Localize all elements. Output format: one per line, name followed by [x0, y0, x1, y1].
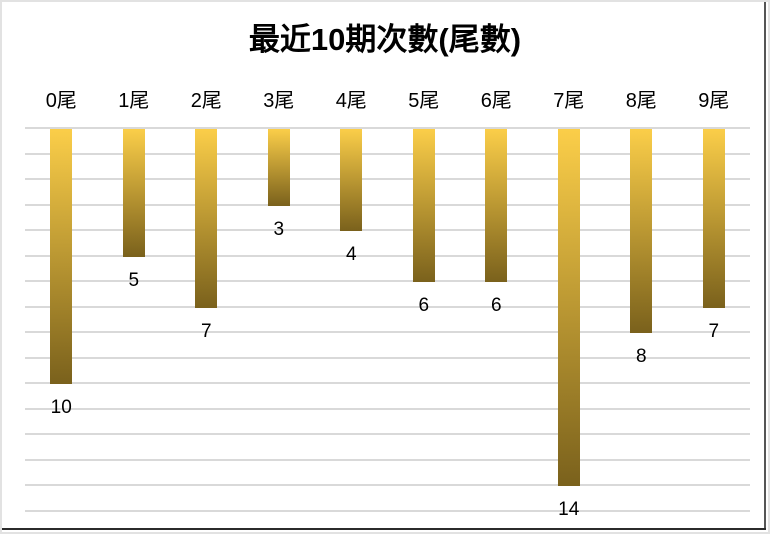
value-label: 7 — [200, 320, 212, 342]
gridline — [25, 484, 750, 486]
bar — [412, 129, 435, 282]
value-label: 6 — [490, 295, 502, 316]
category-label: 0尾 — [45, 90, 77, 112]
bar — [122, 129, 145, 257]
gridline — [25, 280, 750, 282]
bar — [630, 129, 653, 333]
chart-title: 最近10期次數(尾數) — [248, 22, 522, 57]
value-label: 7 — [708, 320, 720, 342]
category-label: 9尾 — [698, 90, 730, 112]
value-label: 10 — [50, 397, 72, 418]
bar — [267, 129, 290, 206]
gridline — [25, 203, 750, 206]
category-label: 8尾 — [625, 90, 657, 112]
value-label: 6 — [418, 295, 430, 316]
gridline — [25, 433, 750, 435]
gridline — [25, 152, 750, 155]
chart-border-bottom — [2, 528, 766, 530]
gridline — [25, 178, 750, 180]
value-label: 3 — [273, 218, 285, 240]
value-label: 4 — [345, 244, 357, 265]
gridline — [25, 254, 750, 257]
gridline — [25, 458, 750, 461]
bar — [702, 129, 725, 308]
category-label: 6尾 — [480, 90, 512, 112]
value-label: 8 — [635, 346, 647, 367]
bar — [485, 129, 508, 282]
bar — [557, 129, 580, 486]
chart-border-right — [764, 2, 766, 529]
gridline — [25, 509, 750, 512]
category-label: 2尾 — [190, 90, 222, 112]
value-label: 5 — [128, 269, 140, 291]
gridline — [25, 331, 750, 333]
category-label: 4尾 — [335, 90, 367, 112]
category-label: 7尾 — [553, 90, 585, 112]
gridline — [25, 407, 750, 410]
bar — [195, 129, 218, 308]
gridline — [25, 382, 750, 384]
bar — [50, 129, 73, 384]
category-label: 5尾 — [408, 90, 440, 112]
gridline — [25, 356, 750, 359]
category-label: 1尾 — [118, 90, 150, 112]
category-label: 3尾 — [263, 90, 295, 112]
gridline — [25, 229, 750, 231]
gridline — [25, 127, 750, 129]
gridline — [25, 305, 750, 308]
bar — [340, 129, 363, 231]
value-label: 14 — [558, 499, 580, 520]
